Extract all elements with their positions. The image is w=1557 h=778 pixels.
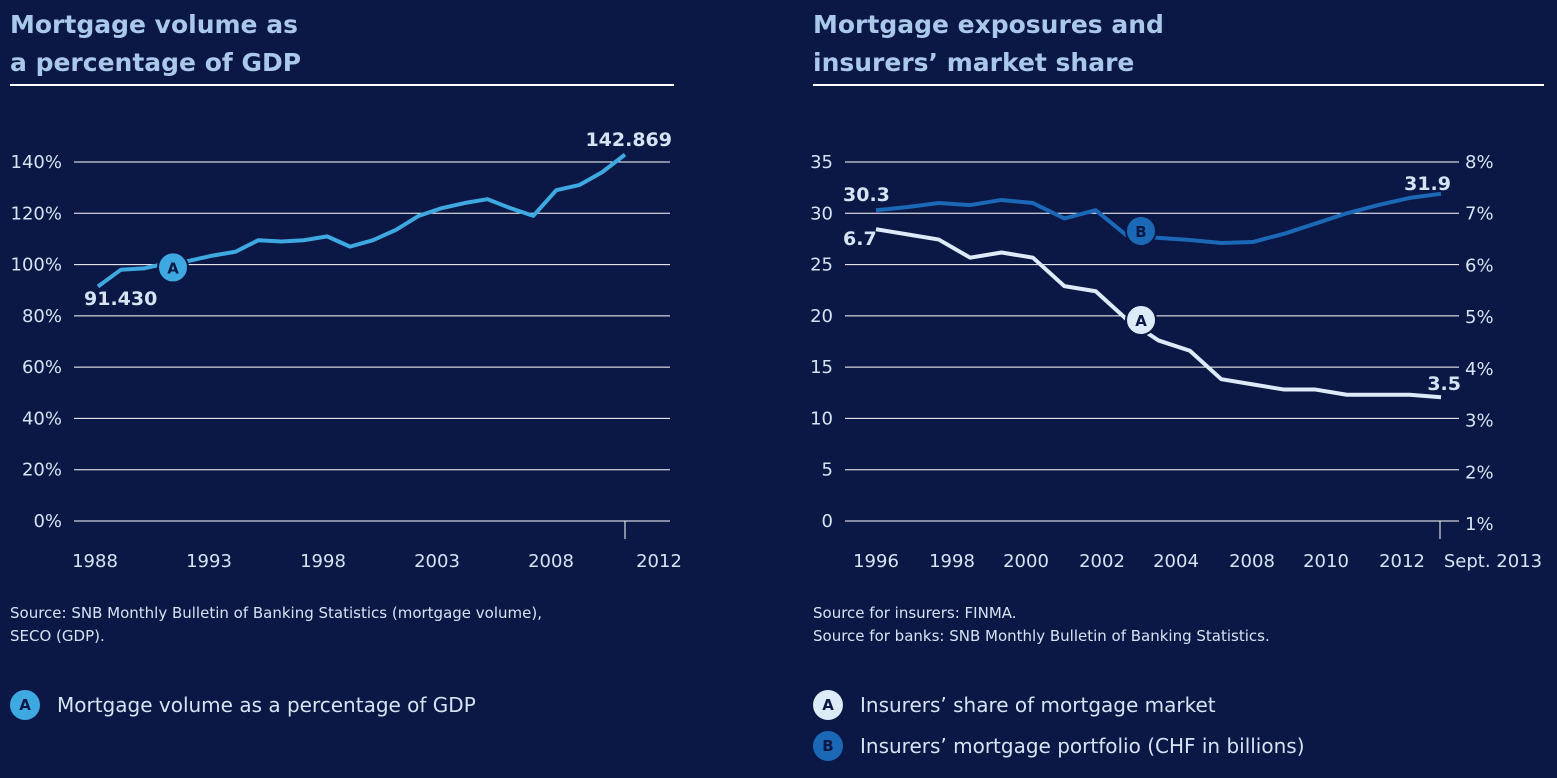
- y-tick-label: 20%: [22, 460, 62, 481]
- y-right-tick-label: 7%: [1465, 204, 1494, 225]
- x-tick-label: 2008: [1229, 551, 1275, 572]
- circle-badge-icon: A: [813, 690, 843, 720]
- x-tick-label: 2012: [636, 551, 682, 572]
- right-legend-item-a: A Insurers’ share of mortgage market: [813, 690, 1216, 720]
- start-value-label: 91.430: [84, 288, 157, 310]
- y-right-tick-label: 8%: [1465, 152, 1494, 173]
- x-tick-label: 2010: [1303, 551, 1349, 572]
- share-start-label: 6.7: [843, 228, 877, 250]
- legend-badge-letter: B: [822, 737, 834, 755]
- y-tick-label: 60%: [22, 357, 62, 378]
- right-title-line1: Mortgage exposures and: [813, 10, 1164, 39]
- right-chart-title: Mortgage exposures and insurers’ market …: [813, 6, 1164, 82]
- y-left-tick-label: 15: [810, 357, 833, 378]
- x-tick-label: 1998: [929, 551, 975, 572]
- y-right-tick-label: 1%: [1465, 514, 1494, 535]
- right-chart-panel: Mortgage exposures and insurers’ market …: [810, 0, 1557, 778]
- y-right-tick-label: 3%: [1465, 411, 1494, 432]
- y-right-tick-label: 5%: [1465, 307, 1494, 328]
- legend-label: Insurers’ share of mortgage market: [860, 693, 1216, 717]
- legend-label: Mortgage volume as a percentage of GDP: [57, 693, 476, 717]
- y-tick-label: 100%: [11, 255, 62, 276]
- left-chart-title: Mortgage volume as a percentage of GDP: [10, 6, 301, 82]
- left-legend-item-a: A Mortgage volume as a percentage of GDP: [10, 690, 476, 720]
- right-source-line1: Source for insurers: FINMA.: [813, 604, 1017, 622]
- x-tick-label: 1993: [186, 551, 232, 572]
- right-legend-item-b: B Insurers’ mortgage portfolio (CHF in b…: [813, 731, 1305, 761]
- portfolio-end-label: 31.9: [1404, 173, 1451, 195]
- right-title-divider: [813, 84, 1544, 86]
- insurers-portfolio-line: [875, 191, 1442, 246]
- left-line-chart: 0% 20% 40% 60% 80% 100% 120% 140% 1988 1993 1998 20…: [11, 129, 682, 572]
- circle-badge-icon: B: [813, 731, 843, 761]
- right-source-line2: Source for banks: SNB Monthly Bulletin o…: [813, 627, 1270, 645]
- x-tick-label: 2012: [1379, 551, 1425, 572]
- right-source-note: Source for insurers: FINMA. Source for b…: [813, 602, 1270, 648]
- x-tick-label: 2002: [1079, 551, 1125, 572]
- portfolio-start-label: 30.3: [843, 184, 890, 206]
- end-value-label: 142.869: [585, 129, 672, 151]
- y-left-tick-label: 0: [822, 511, 833, 532]
- y-tick-label: 120%: [11, 203, 62, 224]
- x-tick-label: 2000: [1003, 551, 1049, 572]
- left-title-line1: Mortgage volume as: [10, 10, 298, 39]
- y-left-tick-label: 20: [810, 306, 833, 327]
- series-marker-letter: B: [1135, 223, 1146, 241]
- y-left-tick-label: 25: [810, 255, 833, 276]
- series-marker-b: [1125, 215, 1157, 247]
- x-tick-label: 1998: [300, 551, 346, 572]
- x-tick-label: 1996: [853, 551, 899, 572]
- left-chart-panel: Mortgage volume as a percentage of GDP 0…: [10, 0, 682, 778]
- y-right-tick-label: 6%: [1465, 255, 1494, 276]
- insurers-share-line: [875, 227, 1442, 400]
- series-marker-a: [157, 251, 189, 284]
- left-title-divider: [10, 84, 674, 86]
- series-marker-letter: A: [1135, 312, 1147, 330]
- y-left-tick-label: 5: [822, 460, 833, 481]
- series-marker-letter: A: [167, 259, 179, 277]
- x-tick-label: Sept. 2013: [1444, 551, 1542, 572]
- x-tick-label: 1988: [72, 551, 118, 572]
- y-right-tick-label: 2%: [1465, 462, 1494, 483]
- legend-badge-letter: A: [822, 696, 834, 714]
- y-tick-label: 0%: [33, 511, 62, 532]
- y-tick-label: 40%: [22, 408, 62, 429]
- x-tick-label: 2003: [414, 551, 460, 572]
- left-source-note: Source: SNB Monthly Bulletin of Banking …: [10, 602, 542, 648]
- series-marker-a: [1125, 304, 1157, 336]
- y-left-tick-label: 30: [810, 203, 833, 224]
- left-title-line2: a percentage of GDP: [10, 48, 302, 77]
- y-left-tick-label: 35: [810, 152, 833, 173]
- y-right-tick-label: 4%: [1465, 359, 1494, 380]
- left-source-line1: Source: SNB Monthly Bulletin of Banking …: [10, 604, 542, 622]
- y-tick-label: 140%: [11, 152, 62, 173]
- x-tick-label: 2004: [1153, 551, 1199, 572]
- circle-badge-icon: A: [10, 690, 40, 720]
- x-tick-label: 2008: [528, 551, 574, 572]
- right-line-chart: 0 5 10 15 20 25 30 35 1% 2% 3% 4% 5% 6% 7% 8% 1996 1998 20…: [810, 152, 1542, 572]
- y-tick-label: 80%: [22, 306, 62, 327]
- share-end-label: 3.5: [1427, 373, 1461, 395]
- legend-label: Insurers’ mortgage portfolio (CHF in bil…: [860, 734, 1305, 758]
- legend-badge-letter: A: [19, 696, 31, 714]
- right-title-line2: insurers’ market share: [813, 48, 1135, 77]
- left-source-line2: SECO (GDP).: [10, 627, 105, 645]
- y-left-tick-label: 10: [810, 408, 833, 429]
